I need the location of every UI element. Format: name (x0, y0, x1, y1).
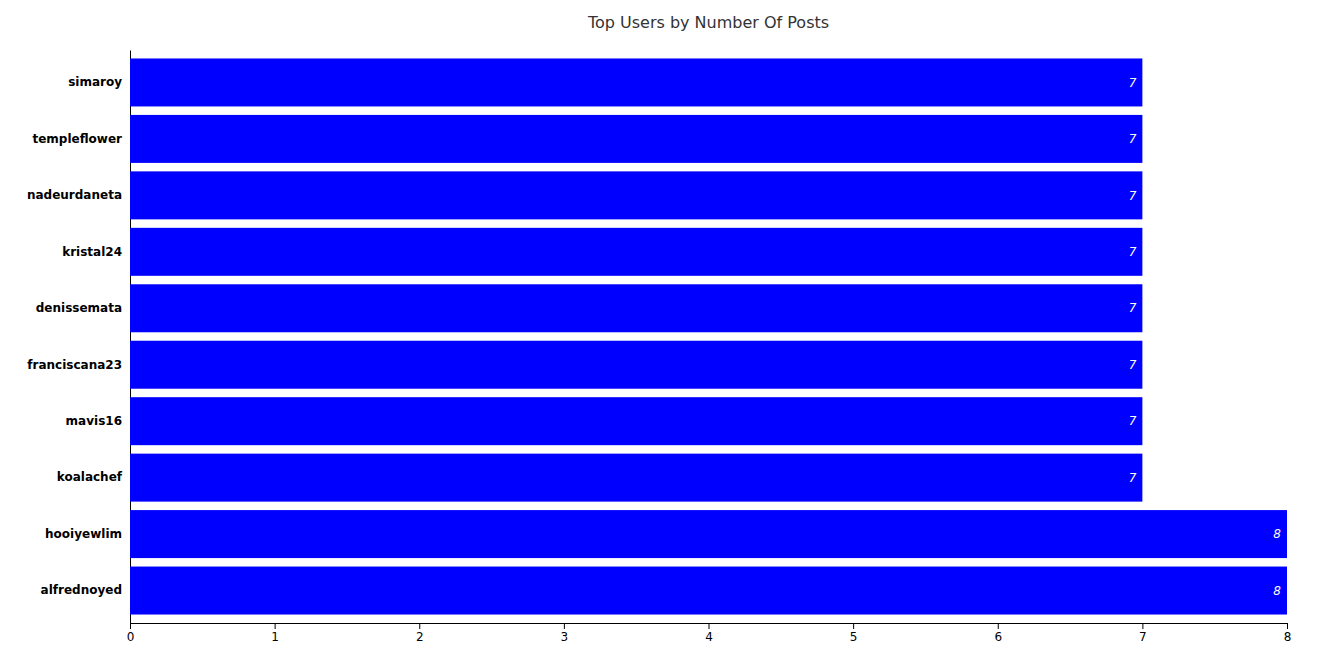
data-label: 7 (1129, 189, 1137, 203)
data-label: 7 (1129, 471, 1137, 485)
chart-svg: 0 1 2 3 4 5 6 7 8 alfrednoyed hooiyewlim koalachef m… (0, 0, 1327, 663)
category-tick-label: denissemata (36, 301, 122, 315)
category-tick: templeflower (32, 132, 122, 146)
value-axis: 0 1 2 3 4 5 6 7 8 (127, 623, 1292, 644)
value-tick-mark (419, 623, 420, 629)
bars (130, 58, 1287, 614)
bar (130, 510, 1287, 558)
data-labels: 8 8 7 7 7 7 7 7 7 7 (1129, 76, 1282, 598)
value-tick: 0 (127, 623, 135, 644)
category-tick-label: kristal24 (62, 245, 122, 259)
category-tick-label: hooiyewlim (45, 527, 122, 541)
category-tick: alfrednoyed (41, 583, 122, 597)
category-tick: nadeurdaneta (27, 188, 122, 202)
value-tick: 6 (994, 623, 1002, 644)
category-tick: franciscana23 (27, 358, 122, 372)
category-tick: mavis16 (66, 414, 122, 428)
category-tick: kristal24 (62, 245, 122, 259)
value-tick: 5 (850, 623, 858, 644)
value-tick: 7 (1139, 623, 1147, 644)
value-tick: 8 (1284, 623, 1292, 644)
bar (130, 228, 1142, 276)
value-tick-mark (275, 623, 276, 629)
bar (130, 284, 1142, 332)
value-axis-line (131, 624, 1288, 630)
bar (130, 397, 1142, 445)
category-tick: koalachef (57, 470, 123, 484)
category-tick-label: nadeurdaneta (27, 188, 122, 202)
value-tick: 3 (561, 623, 569, 644)
category-tick-label: mavis16 (66, 414, 122, 428)
data-label: 7 (1129, 358, 1137, 372)
data-label: 7 (1129, 76, 1137, 90)
bar (130, 454, 1142, 502)
bar (130, 171, 1142, 219)
category-tick-label: alfrednoyed (41, 583, 122, 597)
value-tick: 4 (705, 623, 713, 644)
bar (130, 115, 1142, 163)
category-tick-label: franciscana23 (27, 358, 122, 372)
value-tick-mark (130, 623, 131, 629)
value-tick-mark (1287, 623, 1288, 629)
value-tick-label: 6 (994, 630, 1002, 644)
plot-area: 0 1 2 3 4 5 6 7 8 alfrednoyed hooiyewlim koalachef m… (27, 51, 1291, 644)
data-label: 7 (1129, 414, 1137, 428)
data-label: 7 (1129, 132, 1137, 146)
value-tick-label: 5 (850, 630, 858, 644)
chart-title: Top Users by Number Of Posts (587, 13, 829, 32)
data-label: 7 (1129, 245, 1137, 259)
bar (130, 567, 1287, 615)
value-tick-label: 7 (1139, 630, 1147, 644)
data-label: 8 (1273, 527, 1281, 541)
category-tick-label: koalachef (57, 470, 123, 484)
category-tick: simaroy (68, 75, 122, 89)
bar (130, 341, 1142, 389)
category-tick-label: templeflower (32, 132, 122, 146)
value-tick-mark (709, 623, 710, 629)
data-label: 7 (1129, 301, 1137, 315)
category-axis: alfrednoyed hooiyewlim koalachef mavis16 fra… (27, 51, 131, 624)
value-tick-mark (1142, 623, 1143, 629)
value-tick: 2 (416, 623, 424, 644)
value-tick-label: 1 (271, 630, 279, 644)
value-tick-label: 4 (705, 630, 713, 644)
category-tick: denissemata (36, 301, 122, 315)
value-tick-label: 2 (416, 630, 424, 644)
value-tick-label: 3 (561, 630, 569, 644)
value-tick-mark (564, 623, 565, 629)
value-tick-label: 8 (1284, 630, 1292, 644)
category-tick-label: simaroy (68, 75, 122, 89)
value-tick: 1 (271, 623, 279, 644)
bar (130, 58, 1142, 106)
value-tick-mark (998, 623, 999, 629)
value-tick-mark (853, 623, 854, 629)
category-tick: hooiyewlim (45, 527, 122, 541)
value-tick-label: 0 (127, 630, 135, 644)
data-label: 8 (1273, 584, 1281, 598)
